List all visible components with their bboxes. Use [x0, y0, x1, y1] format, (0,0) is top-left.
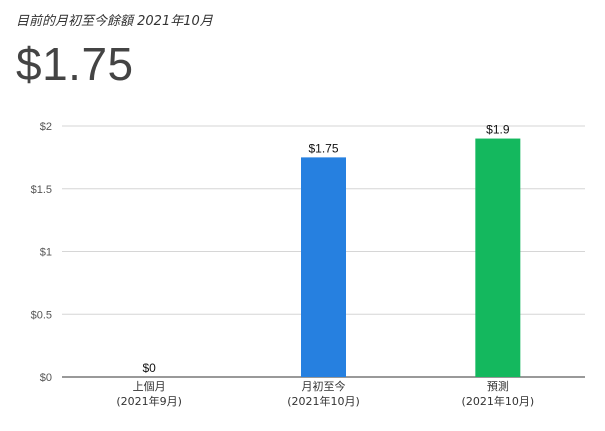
bar-value-label: $1.75: [308, 141, 338, 155]
bar-value-label: $0: [142, 361, 156, 375]
y-tick-label: $2: [40, 121, 52, 133]
y-tick-label: $1: [40, 247, 52, 259]
x-category-sublabel: (2021年9月): [116, 394, 182, 408]
bar: [301, 157, 346, 377]
x-category-label: 上個月: [133, 380, 166, 393]
y-tick-label: $0.5: [31, 309, 52, 321]
y-tick-label: $1.5: [31, 184, 52, 196]
bar-value-label: $1.9: [486, 123, 510, 137]
chart-subtitle: 目前的月初至今餘額 2021年10月: [16, 14, 213, 29]
current-balance-value: $1.75: [16, 38, 134, 90]
chart-header: 目前的月初至今餘額 2021年10月 $1.75: [16, 10, 213, 91]
bar: [475, 138, 521, 377]
x-category-sublabel: (2021年10月): [287, 394, 360, 408]
x-category-label: 月初至今: [302, 379, 346, 393]
x-category-label: 預測: [487, 379, 509, 393]
x-category-sublabel: (2021年10月): [462, 394, 535, 408]
y-tick-label: $0: [40, 372, 52, 384]
